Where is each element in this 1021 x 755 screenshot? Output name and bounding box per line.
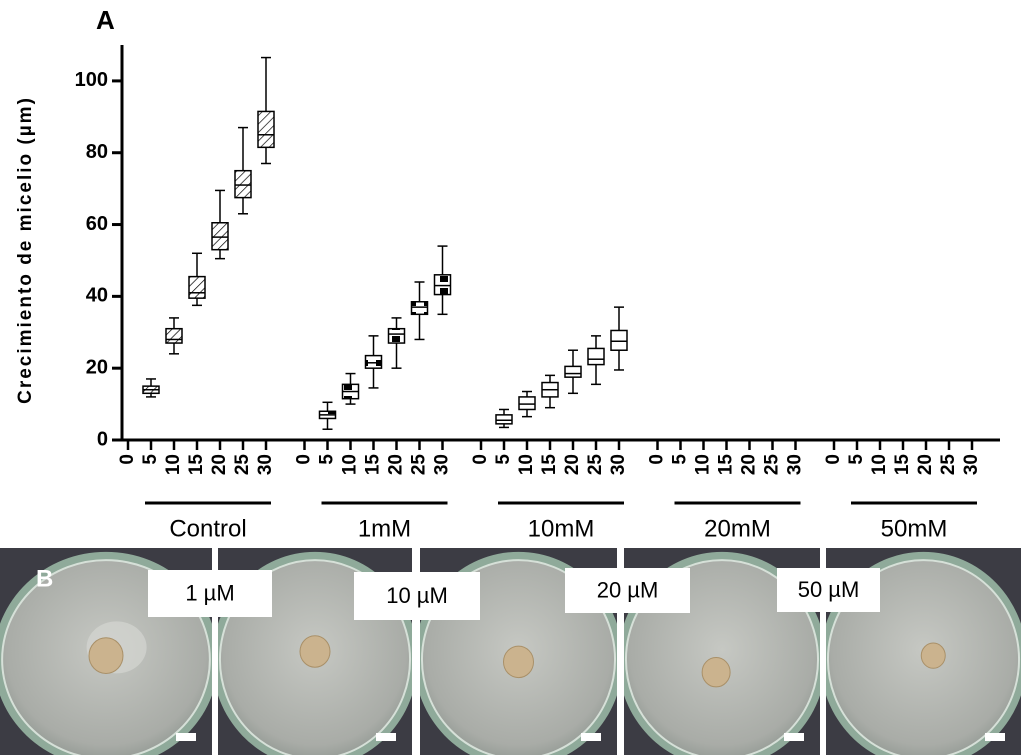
figure: A Crecimiento de micelio (µm) 1 µM 10 µM 2… xyxy=(0,0,1021,755)
box xyxy=(565,366,581,377)
group-label: 20mM xyxy=(704,515,771,542)
x-tick-label: 25 xyxy=(585,454,606,476)
box xyxy=(166,329,182,343)
dish-label: 20 µM xyxy=(597,577,659,602)
box xyxy=(588,348,604,364)
x-tick-label: 30 xyxy=(785,454,806,475)
x-tick-label: 5 xyxy=(670,454,691,465)
panel-label: A xyxy=(96,5,115,35)
x-tick-label: 10 xyxy=(163,454,184,475)
colony xyxy=(300,636,330,668)
y-axis-title: Crecimiento de micelio (µm) xyxy=(15,96,36,404)
x-tick-label: 30 xyxy=(608,454,629,475)
y-tick-label: 40 xyxy=(86,285,108,307)
x-tick-label: 25 xyxy=(938,454,959,476)
x-tick-label: 20 xyxy=(739,454,760,475)
x-tick-label: 10 xyxy=(340,454,361,475)
x-tick-label: 30 xyxy=(255,454,276,475)
scale-bar xyxy=(581,733,601,741)
x-tick-label: 5 xyxy=(493,454,514,465)
x-tick-label: 30 xyxy=(961,454,982,475)
colony xyxy=(89,638,123,674)
dish-label: 10 µM xyxy=(386,583,448,608)
box xyxy=(258,111,274,147)
x-tick-label: 0 xyxy=(823,454,844,465)
x-tick-label: 25 xyxy=(762,454,783,476)
x-tick-label: 15 xyxy=(716,454,737,476)
x-tick-label: 15 xyxy=(539,454,560,476)
x-tick-label: 0 xyxy=(294,454,315,465)
x-tick-label: 30 xyxy=(432,454,453,475)
x-tick-label: 0 xyxy=(647,454,668,465)
box xyxy=(189,277,205,299)
box xyxy=(412,302,428,315)
x-tick-label: 15 xyxy=(363,454,384,476)
x-tick-label: 25 xyxy=(232,454,253,476)
scale-bar xyxy=(985,733,1005,741)
dish-label: 50 µM xyxy=(798,577,860,602)
x-tick-label: 15 xyxy=(186,454,207,476)
x-tick-label: 10 xyxy=(693,454,714,475)
box xyxy=(435,275,451,295)
scale-bar xyxy=(176,733,196,741)
panel-label: B xyxy=(36,565,53,592)
x-tick-label: 20 xyxy=(562,454,583,475)
box xyxy=(496,415,512,424)
x-tick-label: 5 xyxy=(846,454,867,465)
x-tick-label: 0 xyxy=(117,454,138,465)
x-tick-label: 20 xyxy=(915,454,936,475)
box xyxy=(235,171,251,198)
box xyxy=(519,397,535,410)
y-tick-label: 80 xyxy=(86,141,108,163)
box xyxy=(366,356,382,369)
x-tick-label: 10 xyxy=(516,454,537,475)
scale-bar xyxy=(376,733,396,741)
colony xyxy=(702,658,730,687)
x-tick-label: 15 xyxy=(892,454,913,476)
y-tick-label: 20 xyxy=(86,356,108,378)
x-tick-label: 20 xyxy=(386,454,407,475)
group-label: Control xyxy=(169,515,246,542)
x-tick-label: 0 xyxy=(470,454,491,465)
group-label: 10mM xyxy=(528,515,595,542)
x-tick-label: 5 xyxy=(140,454,161,465)
box xyxy=(389,329,405,343)
x-tick-label: 20 xyxy=(209,454,230,475)
scale-bar xyxy=(784,733,804,741)
x-tick-label: 25 xyxy=(409,454,430,476)
box xyxy=(611,330,627,350)
photo-panel: 1 µM 10 µM 20 µM 50 µM B xyxy=(0,548,1021,755)
group-label: 50mM xyxy=(881,515,948,542)
group-label: 1mM xyxy=(358,515,411,542)
y-tick-label: 100 xyxy=(75,69,108,91)
x-tick-label: 10 xyxy=(869,454,890,475)
dish-label: 1 µM xyxy=(185,580,234,605)
y-tick-label: 60 xyxy=(86,213,108,235)
colony xyxy=(921,643,945,668)
box xyxy=(212,223,228,250)
x-tick-label: 5 xyxy=(317,454,338,465)
colony xyxy=(504,646,534,678)
y-tick-label: 0 xyxy=(97,428,108,450)
